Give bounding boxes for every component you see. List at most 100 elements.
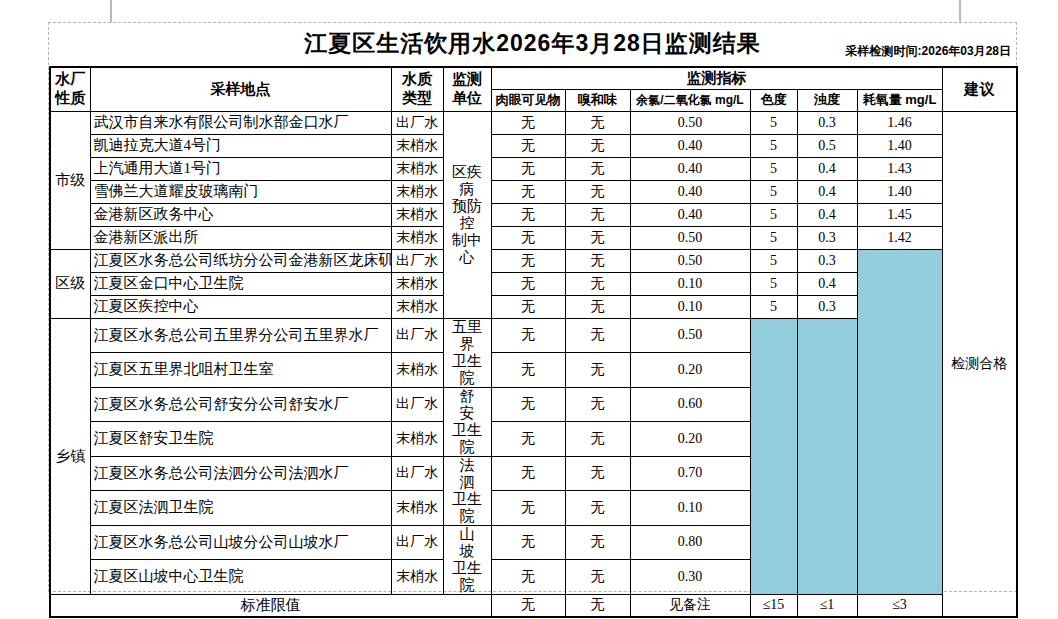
cell-cod-highlighted-empty (857, 249, 942, 594)
cell-visible-matter: 无 (491, 203, 565, 226)
cell-site: 金港新区派出所 (90, 226, 391, 249)
cell-chroma: 5 (750, 249, 797, 272)
cell-water-type: 出厂水 (391, 249, 443, 272)
cell-monitor-unit-wulijie: 五里界 卫生院 (443, 318, 491, 387)
limit-visible-matter: 无 (491, 594, 565, 617)
group-label-district: 区级 (50, 249, 90, 318)
col-header-suggestion: 建议 (942, 67, 1017, 111)
cell-chlorine: 0.70 (630, 456, 750, 491)
cell-visible-matter: 无 (491, 272, 565, 295)
cell-visible-matter: 无 (491, 180, 565, 203)
limits-row: 标准限值 无 无 见备注 ≤15 ≤1 ≤3 (50, 594, 1017, 617)
cell-turbidity-highlighted-empty (797, 318, 857, 594)
cell-chlorine: 0.40 (630, 180, 750, 203)
limits-label: 标准限值 (50, 594, 491, 617)
cell-site: 江夏区水务总公司纸坊分公司金港新区龙床矶水厂 (90, 249, 391, 272)
cell-chroma: 5 (750, 272, 797, 295)
cell-cod: 1.40 (857, 180, 942, 203)
col-header-chlorine: 余氯/二氧化氯 mg/L (630, 89, 750, 111)
cell-chroma: 5 (750, 111, 797, 134)
cell-site: 雪佛兰大道耀皮玻璃南门 (90, 180, 391, 203)
cell-odor: 无 (565, 491, 630, 526)
cell-monitor-unit-shanpo: 山 坡 卫生院 (443, 525, 491, 594)
cell-cod: 1.43 (857, 157, 942, 180)
cell-chlorine: 0.10 (630, 295, 750, 318)
col-header-visible-matter: 肉眼可见物 (491, 89, 565, 111)
cell-chlorine: 0.50 (630, 249, 750, 272)
cell-visible-matter: 无 (491, 111, 565, 134)
cell-visible-matter: 无 (491, 226, 565, 249)
limit-chroma: ≤15 (750, 594, 797, 617)
cell-chlorine: 0.40 (630, 134, 750, 157)
cell-turbidity: 0.4 (797, 272, 857, 295)
cell-odor: 无 (565, 318, 630, 353)
monitoring-table: 水厂 性质 采样地点 水质 类型 监测 单位 监测指标 建议 肉眼可见物 嗅和味… (49, 66, 1018, 618)
cell-site: 金港新区政务中心 (90, 203, 391, 226)
page-margin-line-left (110, 0, 112, 23)
table-row: 区级 江夏区水务总公司纸坊分公司金港新区龙床矶水厂 出厂水 无 无 0.50 5… (50, 249, 1017, 272)
cell-water-type: 末梢水 (391, 353, 443, 388)
cell-monitor-unit-shuan: 舒 安 卫生院 (443, 387, 491, 456)
cell-site: 江夏区水务总公司舒安分公司舒安水厂 (90, 387, 391, 422)
cell-water-type: 出厂水 (391, 525, 443, 560)
col-header-indicators: 监测指标 (491, 67, 942, 89)
cell-visible-matter: 无 (491, 387, 565, 422)
col-header-site: 采样地点 (90, 67, 391, 111)
cell-chroma: 5 (750, 203, 797, 226)
cell-odor: 无 (565, 203, 630, 226)
cell-odor: 无 (565, 422, 630, 457)
col-header-cod: 耗氧量 mg/L (857, 89, 942, 111)
cell-odor: 无 (565, 560, 630, 595)
cell-turbidity: 0.4 (797, 157, 857, 180)
cell-chlorine: 0.40 (630, 203, 750, 226)
cell-odor: 无 (565, 226, 630, 249)
cell-visible-matter: 无 (491, 560, 565, 595)
cell-visible-matter: 无 (491, 525, 565, 560)
cell-turbidity: 0.4 (797, 203, 857, 226)
table-row: 雪佛兰大道耀皮玻璃南门 末梢水 无 无 0.40 5 0.4 1.40 (50, 180, 1017, 203)
cell-odor: 无 (565, 525, 630, 560)
cell-chlorine: 0.60 (630, 387, 750, 422)
cell-monitor-unit-cdc: 区疾病 预防控 制中心 (443, 111, 491, 318)
col-header-plant-type: 水厂 性质 (50, 67, 90, 111)
table-row: 凯迪拉克大道4号门 末梢水 无 无 0.40 5 0.5 1.40 (50, 134, 1017, 157)
col-header-monitor-unit: 监测 单位 (443, 67, 491, 111)
cell-chlorine: 0.50 (630, 111, 750, 134)
cell-odor: 无 (565, 180, 630, 203)
limit-chlorine: 见备注 (630, 594, 750, 617)
cell-turbidity: 0.3 (797, 249, 857, 272)
cell-odor: 无 (565, 456, 630, 491)
col-header-odor: 嗅和味 (565, 89, 630, 111)
cell-chroma: 5 (750, 226, 797, 249)
cell-water-type: 出厂水 (391, 318, 443, 353)
cell-site: 江夏区舒安卫生院 (90, 422, 391, 457)
cell-chlorine: 0.10 (630, 272, 750, 295)
cell-water-type: 末梢水 (391, 157, 443, 180)
cell-visible-matter: 无 (491, 353, 565, 388)
cell-chlorine: 0.80 (630, 525, 750, 560)
print-preview-canvas: 江夏区生活饮用水2026年3月28日监测结果 采样检测时间:2026年03月28… (0, 0, 1058, 619)
cell-water-type: 末梢水 (391, 272, 443, 295)
cell-chroma: 5 (750, 157, 797, 180)
cell-site: 江夏区水务总公司山坡分公司山坡水厂 (90, 525, 391, 560)
cell-visible-matter: 无 (491, 491, 565, 526)
cell-visible-matter: 无 (491, 134, 565, 157)
cell-cod: 1.45 (857, 203, 942, 226)
cell-odor: 无 (565, 387, 630, 422)
cell-chroma: 5 (750, 134, 797, 157)
cell-site: 凯迪拉克大道4号门 (90, 134, 391, 157)
cell-water-type: 末梢水 (391, 134, 443, 157)
cell-water-type: 末梢水 (391, 295, 443, 318)
cell-chlorine: 0.50 (630, 226, 750, 249)
cell-site: 上汽通用大道1号门 (90, 157, 391, 180)
cell-visible-matter: 无 (491, 318, 565, 353)
cell-odor: 无 (565, 134, 630, 157)
report-page: 江夏区生活饮用水2026年3月28日监测结果 采样检测时间:2026年03月28… (48, 22, 1017, 592)
cell-turbidity: 0.3 (797, 111, 857, 134)
table-row: 金港新区政务中心 末梢水 无 无 0.40 5 0.4 1.45 (50, 203, 1017, 226)
cell-chroma: 5 (750, 295, 797, 318)
cell-site: 江夏区水务总公司法泗分公司法泗水厂 (90, 456, 391, 491)
cell-odor: 无 (565, 111, 630, 134)
cell-visible-matter: 无 (491, 157, 565, 180)
cell-chlorine: 0.20 (630, 353, 750, 388)
